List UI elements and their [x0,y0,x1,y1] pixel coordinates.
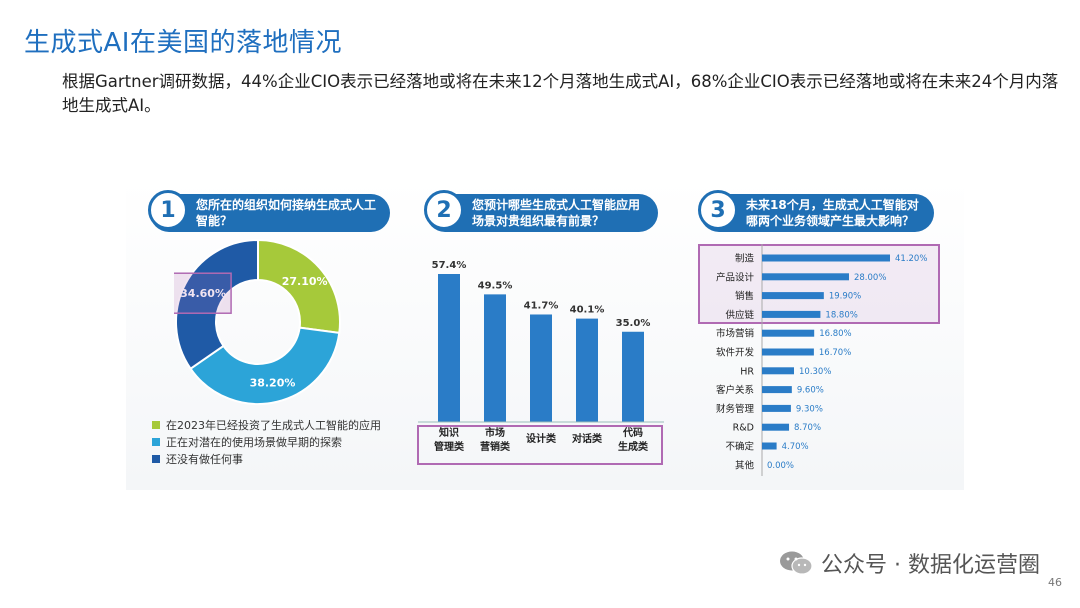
highlight-box [417,425,663,465]
donut-chart: 27.10% 38.20% 34.60% [174,238,341,405]
question-2-number: 2 [424,190,464,230]
highlight-box [174,272,232,314]
category-label: 客户关系 [716,384,754,396]
category-label: 软件开发 [716,347,755,359]
category-label: 营销类 [480,440,510,453]
bar [762,348,814,356]
category-label: 供应链 [725,309,754,321]
donut-slice [189,326,341,405]
question-2-title: 您预计哪些生成式人工智能应用场景对贵组织最有前景？ [472,198,641,228]
legend-item: 在2023年已经投资了生成式人工智能的应用 [152,416,381,433]
category-label: 设计类 [526,432,556,445]
wechat-icon [780,551,813,575]
bar-value-label: 9.30% [796,404,823,414]
question-1-number: 1 [148,190,188,230]
category-label: 制造 [735,253,755,265]
category-label: HR [740,366,754,377]
bar [438,274,460,422]
donut-slice-label: 34.60% [180,287,226,300]
footer-text: 公众号 · 数据化运营圈 [821,553,1040,578]
bar [622,331,644,422]
donut-slice [257,238,341,335]
question-3-number: 3 [698,190,738,230]
question-1-title: 您所在的组织如何接纳生成式人工智能？ [196,198,377,228]
bar [762,254,890,262]
legend-item: 正在对潜在的使用场景做早期的探索 [152,433,381,450]
page-number: 46 [1048,576,1062,589]
bar-value-label: 41.7% [524,300,559,311]
bar-value-label: 49.5% [478,280,513,291]
category-label: 知识 [438,426,459,439]
footer: 公众号 · 数据化运营圈 [779,547,1040,579]
bar-value-label: 18.80% [825,310,857,320]
bar-value-label: 16.80% [819,329,851,339]
bar [762,273,849,281]
bar [762,329,815,337]
question-3-header: 3 未来18个月，生成式人工智能对哪两个业务领域产生最大影响？ [698,190,934,232]
bar-value-label: 40.1% [570,305,605,316]
bar-value-label: 0.00% [767,461,794,471]
bar-value-label: 10.30% [799,367,831,377]
category-label: 市场营销 [716,328,755,340]
category-label: 管理类 [434,440,464,453]
category-label: 其他 [735,459,755,471]
bar [530,314,552,422]
category-label: 代码 [622,426,643,439]
category-label: 市场 [485,426,505,439]
legend-label: 还没有做任何事 [166,452,243,466]
bar [762,442,777,450]
legend-label: 正在对潜在的使用场景做早期的探索 [166,435,342,449]
bar-value-label: 8.70% [794,423,821,433]
horizontal-bar-chart: 制造 41.20% 产品设计 28.00% 销售 19.90% 供应链 18.80% 市场营销 1… [698,244,940,476]
bar-value-label: 16.70% [819,348,851,358]
bar [762,404,791,412]
bar [762,292,824,300]
bar-value-label: 4.70% [782,442,809,452]
bar-value-label: 35.0% [616,318,651,329]
legend-label: 在2023年已经投资了生成式人工智能的应用 [166,418,381,432]
bar-value-label: 41.20% [895,254,927,264]
question-3-title: 未来18个月，生成式人工智能对哪两个业务领域产生最大影响？ [746,198,919,228]
donut-legend: 在2023年已经投资了生成式人工智能的应用 正在对潜在的使用场景做早期的探索 还… [152,416,381,467]
category-label: 产品设计 [716,271,755,283]
bar [484,294,506,422]
bar [576,318,598,422]
bar [762,386,792,394]
question-2-header: 2 您预计哪些生成式人工智能应用场景对贵组织最有前景？ [424,190,658,232]
bar [762,423,790,431]
page-subtitle: 根据Gartner调研数据，44%企业CIO表示已经落地或将在未来12个月落地生… [62,72,1059,115]
bar-value-label: 9.60% [797,386,824,396]
bar [762,367,794,375]
donut-slice [175,238,259,371]
legend-item: 还没有做任何事 [152,450,381,467]
bar-value-label: 57.4% [432,260,467,271]
category-label: R&D [733,423,754,434]
page-title: 生成式AI在美国的落地情况 [24,28,342,58]
category-label: 财务管理 [716,403,755,415]
bar-value-label: 28.00% [854,273,886,283]
category-label: 销售 [735,290,754,302]
bar-value-label: 19.90% [829,292,861,302]
question-1-header: 1 您所在的组织如何接纳生成式人工智能？ [148,190,390,232]
donut-slice-label: 38.20% [250,376,296,389]
category-label: 不确定 [725,441,754,453]
category-label: 对话类 [572,432,602,445]
category-label: 生成类 [618,440,648,453]
bar [762,310,821,318]
donut-slice-label: 27.10% [282,275,328,288]
